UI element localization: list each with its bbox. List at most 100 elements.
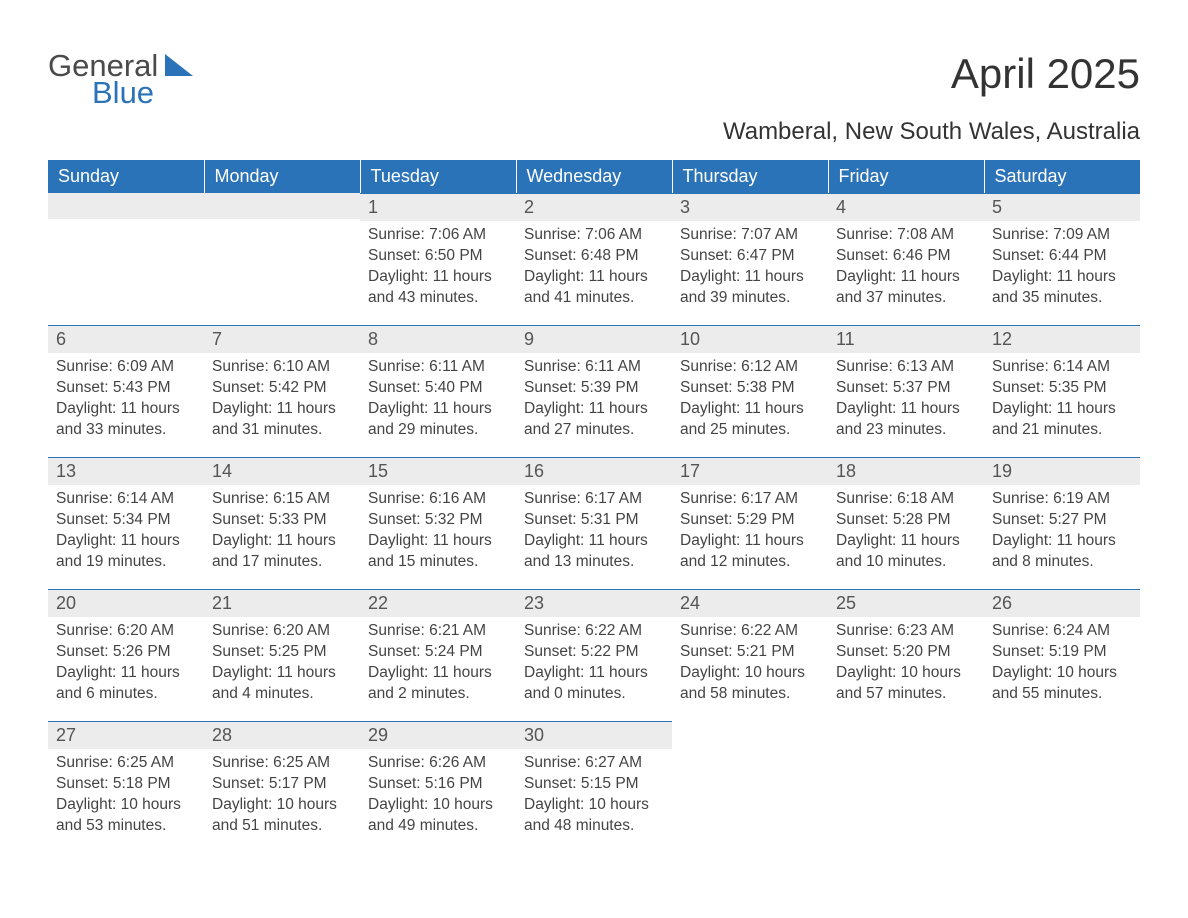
calendar-cell: 15Sunrise: 6:16 AMSunset: 5:32 PMDayligh… [360,457,516,589]
day-details: Sunrise: 6:11 AMSunset: 5:40 PMDaylight:… [360,353,516,447]
calendar-body: 1 Sunrise: 7:06 AMSunset: 6:50 PM Daylight… [48,193,1140,853]
logo-text-blue: Blue [92,75,154,110]
day-details: Sunrise: 6:20 AMSunset: 5:25 PMDaylight:… [204,617,360,711]
empty-day-top [48,193,204,219]
dow-header: Thursday [672,160,828,193]
daylight-line: Daylight: 11 hours and 17 minutes. [212,531,352,573]
daylight-line: Daylight: 11 hours and 39 minutes. [680,267,820,309]
sunrise-line: Sunrise: 6:23 AM [836,621,976,642]
daylight-line: Daylight: 11 hours and 12 minutes. [680,531,820,573]
day-details: Sunrise: 6:11 AMSunset: 5:39 PMDaylight:… [516,353,672,447]
daylight-line: Daylight: 10 hours and 51 minutes. [212,795,352,837]
header: General Blue April 2025 [48,50,1140,112]
day-details: Sunrise: 6:25 AMSunset: 5:17 PMDaylight:… [204,749,360,843]
calendar-cell: 12Sunrise: 6:14 AMSunset: 5:35 PMDayligh… [984,325,1140,457]
day-details: Sunrise: 6:21 AMSunset: 5:24 PMDaylight:… [360,617,516,711]
day-number: 9 [516,325,672,353]
day-number: 26 [984,589,1140,617]
sunrise-line: Sunrise: 6:24 AM [992,621,1132,642]
sunset-line: Sunset: 5:26 PM [56,642,196,663]
sunrise-line: Sunrise: 6:14 AM [56,489,196,510]
sunrise-line: Sunrise: 6:25 AM [56,753,196,774]
sunset-line: Sunset: 5:37 PM [836,378,976,399]
calendar-cell: 6Sunrise: 6:09 AMSunset: 5:43 PMDaylight… [48,325,204,457]
day-details: Sunrise: 6:22 AMSunset: 5:21 PMDaylight:… [672,617,828,711]
day-details: Sunrise: 7:07 AMSunset: 6:47 PMDaylight:… [672,221,828,315]
sunrise-line: Sunrise: 6:11 AM [368,357,508,378]
sunrise-line: Sunrise: 6:21 AM [368,621,508,642]
sunrise-line: Sunrise: 7:07 AM [680,225,820,246]
sunset-line: Sunset: 5:17 PM [212,774,352,795]
day-details: Sunrise: 6:24 AMSunset: 5:19 PMDaylight:… [984,617,1140,711]
calendar-cell: 20Sunrise: 6:20 AMSunset: 5:26 PMDayligh… [48,589,204,721]
day-number: 18 [828,457,984,485]
calendar-cell: 3Sunrise: 7:07 AMSunset: 6:47 PMDaylight… [672,193,828,325]
sunset-line: Sunset: 5:33 PM [212,510,352,531]
daylight-line: Daylight: 11 hours and 8 minutes. [992,531,1132,573]
day-details: Sunrise: 6:19 AMSunset: 5:27 PMDaylight:… [984,485,1140,579]
dow-header: Sunday [48,160,204,193]
calendar-cell: 21Sunrise: 6:20 AMSunset: 5:25 PMDayligh… [204,589,360,721]
calendar-cell: 4Sunrise: 7:08 AMSunset: 6:46 PMDaylight… [828,193,984,325]
day-details: Sunrise: 6:09 AMSunset: 5:43 PMDaylight:… [48,353,204,447]
dow-header: Monday [204,160,360,193]
sunset-line: Sunset: 5:15 PM [524,774,664,795]
calendar-cell: 30Sunrise: 6:27 AMSunset: 5:15 PMDayligh… [516,721,672,853]
day-number: 22 [360,589,516,617]
day-details: Sunrise: 6:16 AMSunset: 5:32 PMDaylight:… [360,485,516,579]
day-number: 27 [48,721,204,749]
calendar-cell: 24Sunrise: 6:22 AMSunset: 5:21 PMDayligh… [672,589,828,721]
sunrise-line: Sunrise: 6:19 AM [992,489,1132,510]
day-number: 1 [360,193,516,221]
sunset-line: Sunset: 5:20 PM [836,642,976,663]
sunset-line: Sunset: 5:32 PM [368,510,508,531]
calendar-cell: 27Sunrise: 6:25 AMSunset: 5:18 PMDayligh… [48,721,204,853]
sunrise-line: Sunrise: 7:08 AM [836,225,976,246]
calendar-week-row: 20Sunrise: 6:20 AMSunset: 5:26 PMDayligh… [48,589,1140,721]
sunset-line: Sunset: 5:28 PM [836,510,976,531]
sunset-line: Sunset: 5:27 PM [992,510,1132,531]
sunrise-line: Sunrise: 6:20 AM [212,621,352,642]
sunset-line: Sunset: 6:48 PM [524,246,664,267]
daylight-line: Daylight: 11 hours and 6 minutes. [56,663,196,705]
daylight-line: Daylight: 11 hours and 2 minutes. [368,663,508,705]
sunset-line: Sunset: 6:47 PM [680,246,820,267]
day-number: 13 [48,457,204,485]
calendar-cell: 17Sunrise: 6:17 AMSunset: 5:29 PMDayligh… [672,457,828,589]
day-number: 20 [48,589,204,617]
sunset-line: Sunset: 6:44 PM [992,246,1132,267]
sunset-line: Sunset: 6:46 PM [836,246,976,267]
daylight-line: Daylight: 11 hours and 31 minutes. [212,399,352,441]
day-number: 2 [516,193,672,221]
sunset-line: Sunset: 6:50 PM [368,246,508,267]
sunset-line: Sunset: 5:35 PM [992,378,1132,399]
calendar-cell: 18Sunrise: 6:18 AMSunset: 5:28 PMDayligh… [828,457,984,589]
dow-header: Saturday [984,160,1140,193]
day-number: 16 [516,457,672,485]
calendar-cell: 13Sunrise: 6:14 AMSunset: 5:34 PMDayligh… [48,457,204,589]
day-number: 3 [672,193,828,221]
sunset-line: Sunset: 5:34 PM [56,510,196,531]
daylight-line: Daylight: 11 hours and 21 minutes. [992,399,1132,441]
sunrise-line: Sunrise: 7:06 AM [368,225,508,246]
sunset-line: Sunset: 5:31 PM [524,510,664,531]
day-number: 8 [360,325,516,353]
calendar-cell: 8Sunrise: 6:11 AMSunset: 5:40 PMDaylight… [360,325,516,457]
sunrise-line: Sunrise: 6:16 AM [368,489,508,510]
calendar-week-row: 27Sunrise: 6:25 AMSunset: 5:18 PMDayligh… [48,721,1140,853]
sunrise-line: Sunrise: 6:09 AM [56,357,196,378]
calendar-week-row: 13 Sunrise: 6:14 AMSunset: 5:34 PM Dayligh… [48,457,1140,589]
day-details: Sunrise: 6:26 AMSunset: 5:16 PMDaylight:… [360,749,516,843]
day-number: 12 [984,325,1140,353]
day-details: Sunrise: 6:15 AMSunset: 5:33 PMDaylight:… [204,485,360,579]
dow-header: Friday [828,160,984,193]
calendar-cell [204,193,360,325]
day-number: 14 [204,457,360,485]
daylight-line: Daylight: 10 hours and 49 minutes. [368,795,508,837]
dow-header: Wednesday [516,160,672,193]
sunrise-line: Sunrise: 6:18 AM [836,489,976,510]
day-number: 19 [984,457,1140,485]
day-details: Sunrise: 6:18 AMSunset: 5:28 PMDaylight:… [828,485,984,579]
day-details: Sunrise: 6:22 AMSunset: 5:22 PMDaylight:… [516,617,672,711]
daylight-line: Daylight: 11 hours and 15 minutes. [368,531,508,573]
